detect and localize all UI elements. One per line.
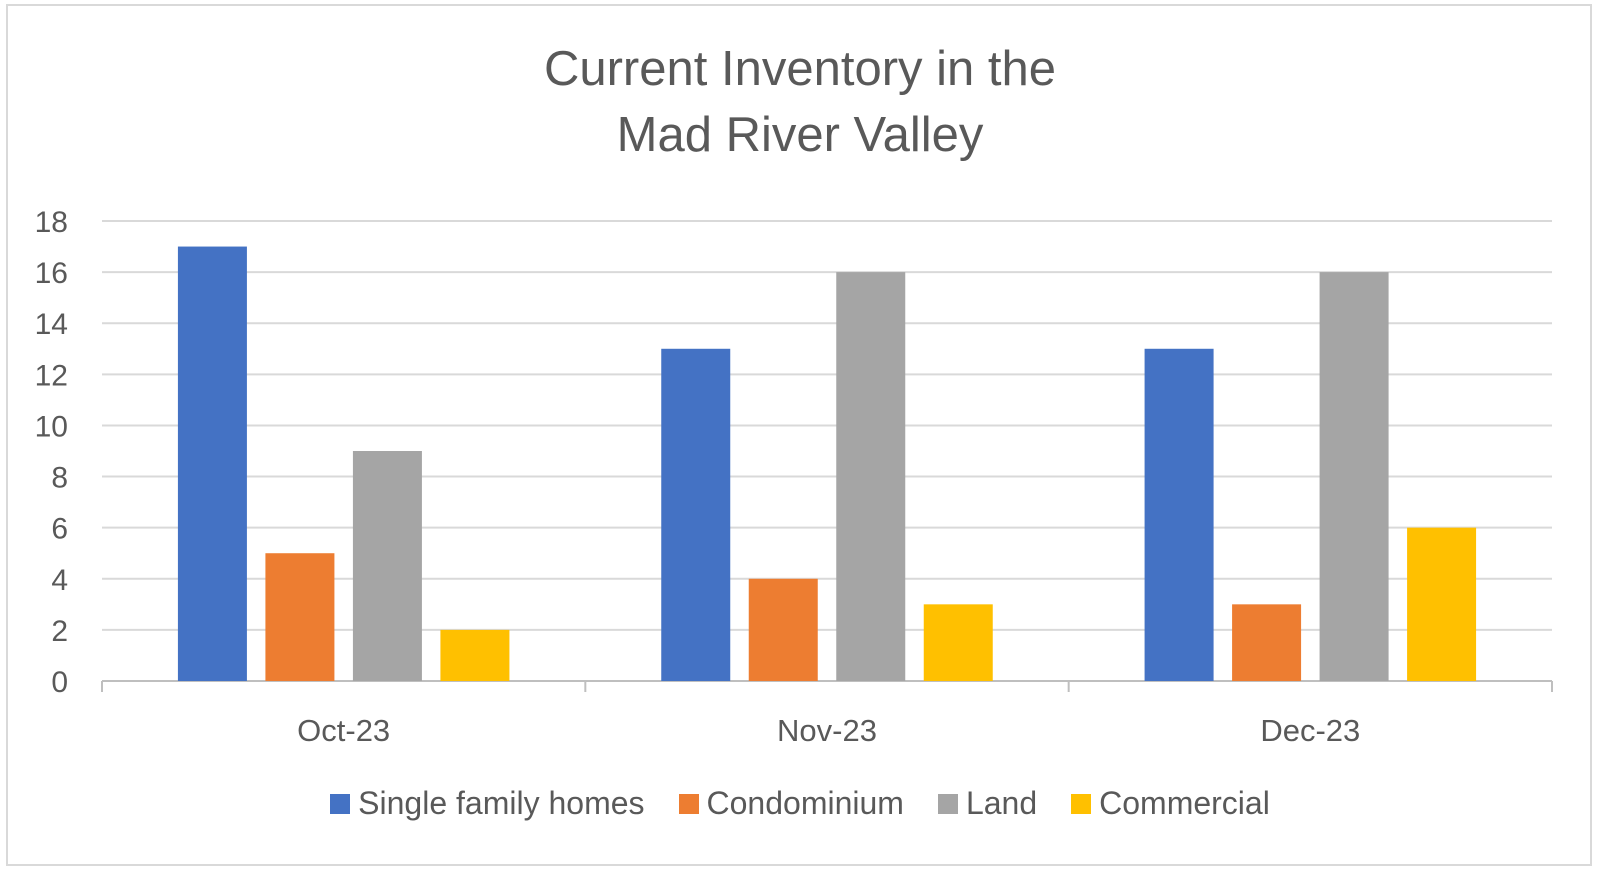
- chart-title-line-1: Current Inventory in the: [543, 42, 1057, 96]
- legend-label: Land: [965, 785, 1038, 821]
- y-tick-label: 4: [51, 564, 68, 597]
- bar-single-family-homes-oct-23: [177, 246, 247, 682]
- bar-single-family-homes-dec-23: [1144, 348, 1214, 681]
- legend-item: Commercial: [1071, 785, 1270, 822]
- bar-condominium-nov-23: [748, 578, 818, 681]
- y-tick-label: 16: [35, 257, 68, 290]
- x-category-label: Oct-23: [297, 713, 390, 748]
- bar-commercial-nov-23: [923, 604, 993, 681]
- x-category-label: Dec-23: [1260, 713, 1360, 748]
- bar-land-oct-23: [352, 451, 422, 681]
- y-tick-label: 8: [51, 462, 68, 495]
- bar-condominium-oct-23: [265, 553, 335, 681]
- bar-land-dec-23: [1319, 272, 1389, 681]
- legend-label: Single family homes: [358, 785, 645, 821]
- y-tick-label: 12: [35, 359, 68, 392]
- bar-condominium-dec-23: [1232, 604, 1302, 681]
- legend-item: Condominium: [678, 785, 904, 822]
- legend-label: Commercial: [1099, 785, 1270, 821]
- legend-swatch: [330, 793, 351, 814]
- chart-title: Current Inventory in the Mad River Valle…: [0, 36, 1600, 168]
- legend-swatch: [937, 793, 958, 814]
- legend-swatch: [1071, 793, 1092, 814]
- y-tick-label: 18: [35, 206, 68, 239]
- bar-commercial-oct-23: [440, 629, 510, 681]
- y-tick-label: 14: [35, 308, 68, 341]
- x-category-label: Nov-23: [777, 713, 877, 748]
- legend: Single family homes Condominium Land Commer…: [0, 785, 1600, 822]
- y-tick-label: 2: [51, 615, 68, 648]
- legend-swatch: [678, 793, 699, 814]
- legend-item: Single family homes: [330, 785, 645, 822]
- bar-single-family-homes-nov-23: [661, 348, 731, 681]
- bar-commercial-dec-23: [1407, 527, 1477, 681]
- y-tick-label: 10: [35, 410, 68, 443]
- y-tick-label: 6: [51, 513, 68, 546]
- legend-item: Land: [937, 785, 1038, 822]
- chart-title-line-2: Mad River Valley: [616, 108, 984, 162]
- bar-land-nov-23: [836, 272, 906, 681]
- legend-label: Condominium: [706, 785, 904, 821]
- y-tick-label: 0: [51, 666, 68, 699]
